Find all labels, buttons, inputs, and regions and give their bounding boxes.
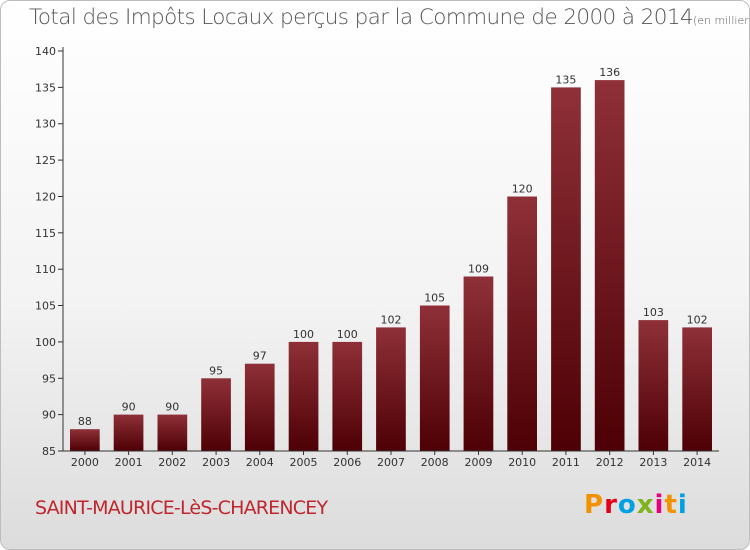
x-tick-label-2012: 2012 (596, 456, 624, 469)
chart-title: Total des Impôts Locaux perçus par la Co… (29, 5, 749, 30)
y-tick-label-85: 85 (42, 445, 56, 458)
value-label-2011: 135 (555, 73, 576, 86)
bar-2002 (157, 414, 188, 451)
bar-2009 (463, 276, 494, 451)
proxiti-logo: Proxiti (584, 490, 694, 524)
value-label-2010: 120 (512, 183, 533, 196)
y-tick-label-95: 95 (42, 372, 56, 385)
bar-2007 (376, 327, 406, 451)
logo-letter: o (617, 490, 637, 520)
x-tick-label-2003: 2003 (202, 456, 230, 469)
logo-letter: r (604, 490, 618, 520)
y-tick-label-100: 100 (35, 336, 56, 349)
commune-name: SAINT-MAURICE-LèS-CHARENCEY (35, 497, 328, 519)
x-tick-label-2005: 2005 (290, 456, 318, 469)
x-tick-label-2007: 2007 (377, 456, 405, 469)
title-text: Total des Impôts Locaux perçus par la Co… (29, 5, 694, 30)
y-tick-label-105: 105 (35, 300, 56, 313)
value-label-2006: 100 (337, 328, 358, 341)
bar-2001 (113, 414, 144, 451)
y-tick-label-120: 120 (35, 191, 56, 204)
value-label-2001: 90 (122, 401, 136, 414)
x-tick-label-2002: 2002 (158, 456, 186, 469)
x-tick-label-2008: 2008 (421, 456, 449, 469)
value-label-2008: 105 (424, 292, 445, 305)
axes-group: 2000 2001 2002 2003 2004 2005 2006 2007 2008 2009… (35, 45, 719, 469)
y-tick-label-140: 140 (35, 45, 56, 58)
y-tick-label-110: 110 (35, 263, 56, 276)
y-tick-label-135: 135 (35, 81, 56, 94)
bar-2004 (244, 363, 275, 451)
x-tick-label-2011: 2011 (552, 456, 580, 469)
bar-2012 (594, 80, 625, 451)
y-tick-label-90: 90 (42, 409, 56, 422)
x-tick-label-2009: 2009 (465, 456, 493, 469)
value-label-2007: 102 (381, 313, 402, 326)
logo-letter: x (636, 490, 655, 520)
x-tick-label-2014: 2014 (683, 456, 711, 469)
y-tick-label-130: 130 (35, 118, 56, 131)
title-unit: (en milliers d'€) (693, 14, 749, 27)
x-tick-label-2001: 2001 (115, 456, 143, 469)
bar-2010 (507, 196, 537, 451)
value-label-2014: 102 (687, 313, 708, 326)
value-label-2003: 95 (209, 364, 223, 377)
value-label-2000: 88 (78, 415, 92, 428)
logo-letter: i (654, 490, 665, 520)
value-label-2002: 90 (165, 401, 179, 414)
x-tick-label-2010: 2010 (508, 456, 536, 469)
y-tick-label-125: 125 (35, 154, 56, 167)
logo-letter: t (664, 490, 678, 520)
x-tick-label-2004: 2004 (246, 456, 274, 469)
value-label-2012: 136 (599, 66, 620, 79)
logo-letter: i (677, 490, 688, 520)
bar-2014 (682, 327, 712, 451)
value-label-2009: 109 (468, 263, 489, 276)
y-tick-label-115: 115 (35, 227, 56, 240)
bar-2005 (288, 341, 319, 451)
x-tick-label-2006: 2006 (333, 456, 361, 469)
bars-group: 88 90 90 95 97 100 100 102 105 109 120 135 136 103 102 (70, 66, 712, 452)
bar-2000 (70, 429, 100, 451)
value-label-2004: 97 (253, 350, 267, 363)
value-label-2005: 100 (293, 328, 314, 341)
bar-2006 (332, 341, 363, 451)
logo-letter: P (584, 490, 605, 520)
x-tick-label-2013: 2013 (639, 456, 667, 469)
bar-2011 (551, 87, 581, 452)
bar-2003 (201, 378, 231, 451)
x-tick-label-2000: 2000 (71, 456, 99, 469)
bar-2013 (638, 320, 669, 451)
value-label-2013: 103 (643, 306, 664, 319)
bar-2008 (419, 305, 450, 451)
